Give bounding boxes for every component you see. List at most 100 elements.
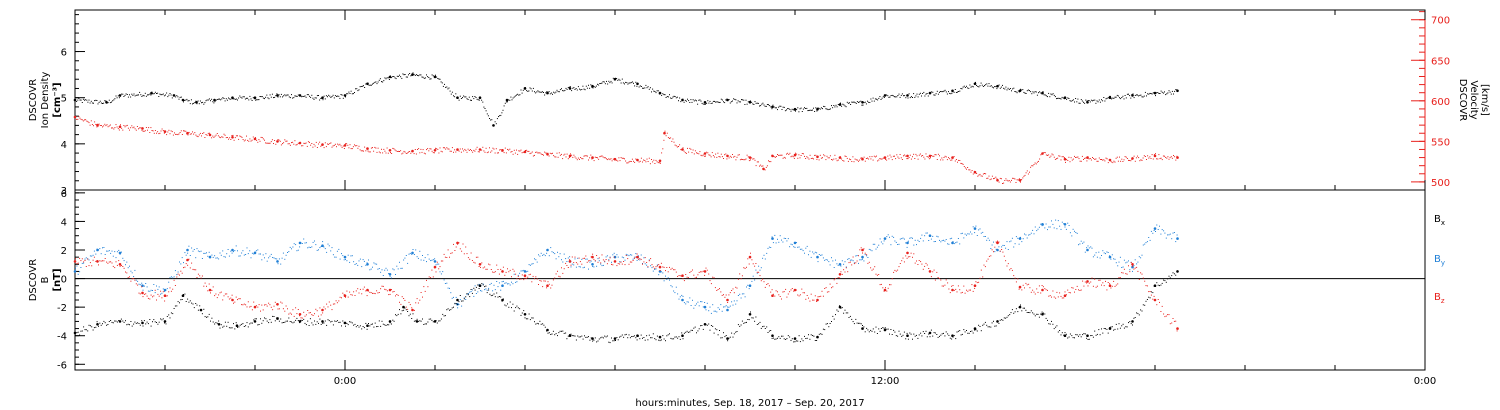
series-density-dot (114, 98, 116, 100)
series-bx-dot (698, 328, 700, 330)
series-by-dot (357, 264, 359, 266)
series-velocity-dot (240, 136, 242, 138)
series-bz-dot (1074, 291, 1075, 293)
series-density-dot (1152, 92, 1154, 94)
series-density-dot (231, 97, 233, 98)
series-by-dot (274, 258, 276, 260)
series-bx-dot (381, 320, 383, 322)
series-density-dot (1012, 88, 1014, 90)
series-bx-point (73, 331, 77, 335)
series-bz-dot (260, 310, 261, 312)
series-by-dot (206, 252, 207, 254)
series-density-dot (997, 85, 999, 87)
series-by-dot (289, 246, 291, 248)
series-bx-dot (509, 301, 511, 303)
series-density-dot (109, 102, 111, 104)
series-velocity-dot (598, 158, 600, 160)
series-bx-dot (976, 330, 978, 332)
series-bz-dot (114, 267, 116, 269)
series-bx-dot (362, 326, 364, 327)
series-velocity-dot (1113, 160, 1115, 162)
series-bx-dot (990, 326, 992, 328)
series-velocity-dot (625, 160, 627, 162)
series-density-dot (102, 103, 103, 104)
series-bz-dot (843, 269, 845, 271)
series-bz-dot (939, 278, 940, 279)
series-velocity-dot (330, 142, 332, 144)
series-bz-dot (83, 261, 85, 263)
series-velocity-dot (730, 156, 732, 158)
series-bz-dot (1055, 297, 1057, 299)
series-density-dot (874, 98, 876, 100)
series-density-dot (709, 100, 711, 102)
series-density-dot (80, 99, 82, 101)
series-by-dot (570, 266, 572, 268)
series-velocity-dot (1106, 158, 1108, 160)
series-velocity-point (793, 153, 797, 157)
series-density-dot (247, 97, 249, 99)
series-velocity-dot (760, 164, 762, 166)
series-velocity-dot (1081, 155, 1083, 157)
series-bx-dot (875, 326, 877, 328)
series-density-dot (384, 77, 386, 79)
series-density-dot (1146, 95, 1147, 97)
series-velocity-dot (1048, 154, 1050, 156)
series-density-dot (1027, 89, 1029, 91)
series-bz-dot (615, 260, 616, 262)
series-bx-dot (972, 332, 974, 334)
series-velocity-dot (273, 143, 274, 144)
series-density-dot (849, 102, 850, 104)
series-bz-dot (135, 283, 137, 285)
series-by-dot (546, 252, 548, 254)
series-velocity-dot (980, 175, 982, 177)
series-velocity-dot (706, 151, 708, 153)
series-velocity-dot (77, 118, 79, 120)
series-by-dot (655, 268, 657, 270)
series-bz-dot (199, 275, 201, 277)
series-by-dot (1014, 243, 1016, 245)
series-bx-dot (1006, 316, 1008, 318)
series-by-dot (405, 255, 407, 256)
series-bz-dot (440, 260, 442, 262)
series-density-dot (557, 91, 559, 93)
series-by-dot (1156, 224, 1158, 226)
series-bx-dot (797, 340, 799, 342)
series-by-dot (98, 249, 99, 251)
series-bz-dot (257, 306, 259, 308)
series-velocity-dot (1070, 157, 1072, 159)
series-bz-dot (470, 252, 472, 254)
series-velocity-dot (408, 151, 409, 153)
series-density-dot (682, 98, 684, 100)
series-velocity-dot (297, 142, 299, 144)
series-velocity-dot (658, 162, 660, 164)
series-density-dot (838, 104, 840, 106)
series-density-dot (757, 102, 759, 104)
series-bx-dot (543, 324, 545, 326)
series-by-dot (1140, 257, 1142, 259)
series-density-dot (409, 73, 411, 74)
series-by-dot (871, 250, 873, 252)
series-by-dot (534, 258, 535, 260)
series-velocity-dot (1141, 159, 1143, 161)
series-velocity-dot (738, 154, 740, 156)
series-bx-dot (400, 313, 402, 315)
series-bz-dot (702, 270, 704, 272)
series-by-dot (629, 254, 631, 256)
series-density-dot (966, 85, 967, 87)
series-by-dot (683, 302, 685, 304)
series-bx-dot (1128, 322, 1129, 324)
series-velocity-dot (680, 149, 682, 151)
series-bz-dot (712, 276, 714, 278)
series-velocity-dot (327, 143, 328, 145)
x-axis: 0:00 12:00 0:00 (74, 10, 1436, 387)
series-bz-dot (528, 274, 530, 276)
velocity-tick-label: 700 (1431, 16, 1450, 27)
series-velocity-dot (478, 151, 480, 153)
series-density-dot (734, 98, 736, 100)
series-density-dot (781, 109, 783, 110)
series-by-dot (1163, 230, 1165, 232)
series-velocity-dot (634, 161, 636, 163)
series-bx-dot (899, 333, 901, 335)
series-bx-point (415, 320, 419, 323)
series-density-dot (147, 94, 148, 96)
